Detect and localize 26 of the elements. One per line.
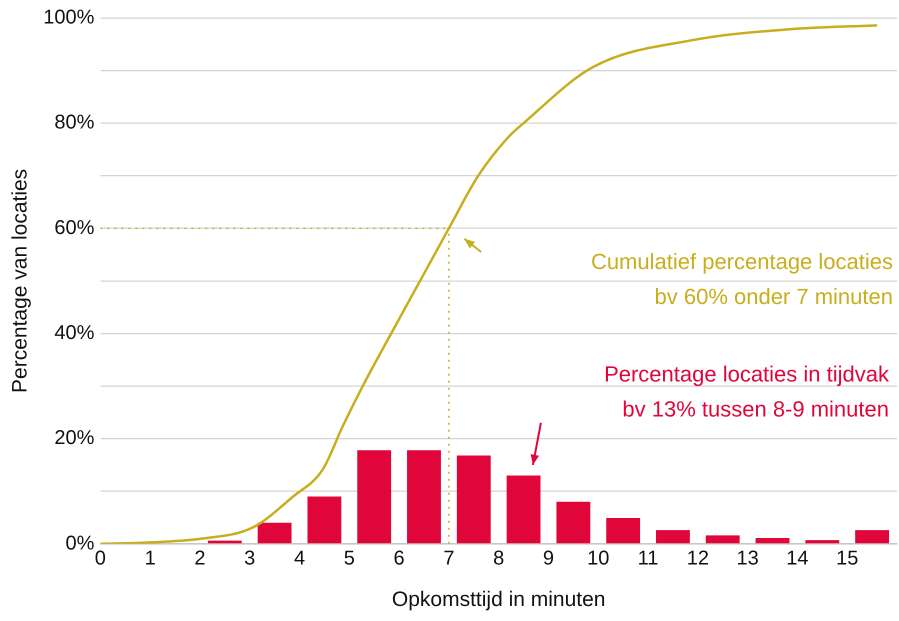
y-tick-label: 20%	[54, 427, 95, 450]
x-tick-label: 9	[542, 547, 554, 570]
x-tick-label: 1	[144, 547, 156, 570]
x-tick-label: 7	[443, 547, 454, 570]
x-tick-label: 12	[686, 547, 709, 570]
x-tick-label: 11	[638, 547, 658, 570]
x-tick-label: 3	[244, 547, 256, 570]
x-tick-label: 14	[786, 547, 809, 570]
x-tick-label: 15	[836, 547, 858, 570]
annotation: Cumulatief percentage locaties bv 60% onder 7 minuten	[590, 249, 893, 310]
x-tick-label: 2	[194, 547, 206, 570]
y-tick-label: 100%	[43, 6, 95, 29]
x-tick-label: 10	[587, 547, 610, 570]
x-tick-label: 0	[94, 547, 106, 570]
x-tick-label: 4	[294, 547, 306, 570]
x-tick-label: 13	[736, 547, 759, 570]
y-tick-label: 0%	[65, 532, 95, 554]
annotation: Percentage locaties in tijdvak bv 13% tussen 8-9 minuten	[604, 362, 890, 422]
x-tick-label: 6	[394, 547, 405, 570]
y-tick-label: 60%	[54, 216, 95, 239]
y-tick-label: 40%	[54, 322, 95, 344]
y-axis-title: Percentage van locaties	[8, 168, 32, 393]
x-tick-label: 5	[344, 547, 355, 570]
x-tick-label: 8	[493, 547, 504, 570]
y-tick-label: 80%	[54, 112, 95, 134]
x-axis-title: Opkomsttijd in minuten	[392, 588, 606, 612]
